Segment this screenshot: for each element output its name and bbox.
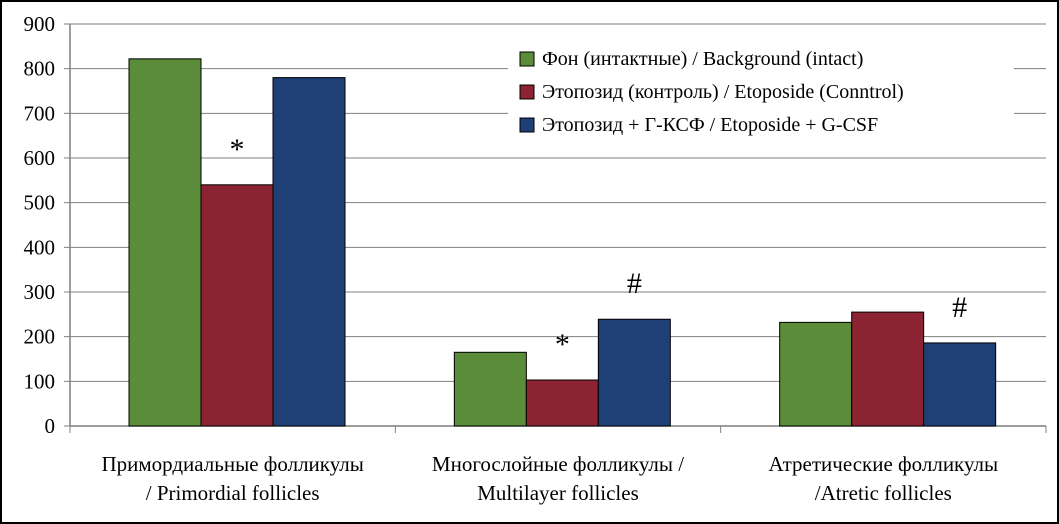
significance-marker: # <box>627 267 642 300</box>
legend-swatch <box>519 84 535 100</box>
y-tick-label: 100 <box>24 369 56 393</box>
y-tick-label: 800 <box>24 57 56 81</box>
x-category-label: Multilayer follicles <box>477 481 639 505</box>
legend-label: Этопозид (контроль) / Etoposide (Conntro… <box>542 81 904 103</box>
legend-swatch <box>519 117 535 133</box>
legend-label: Фон (интактные) / Background (intact) <box>542 48 863 70</box>
significance-marker: # <box>952 291 967 324</box>
y-tick-label: 400 <box>24 235 56 259</box>
y-tick-label: 200 <box>24 325 56 349</box>
x-category-label: Многослойные фолликулы / <box>432 452 684 476</box>
bar <box>128 58 202 427</box>
bar <box>453 351 527 427</box>
x-category-label: / Primordial follicles <box>146 481 320 505</box>
bar <box>851 311 925 427</box>
bar <box>200 184 274 427</box>
y-tick-label: 700 <box>24 101 56 125</box>
x-category-label: Примордиальные фолликулы <box>101 452 363 476</box>
y-tick-label: 300 <box>24 280 56 304</box>
significance-marker: * <box>230 133 245 166</box>
legend-swatch <box>519 51 535 67</box>
y-tick-label: 0 <box>45 414 56 438</box>
x-category-label: Атретические фолликулы <box>769 452 999 476</box>
bar <box>525 379 599 427</box>
bar <box>923 342 997 427</box>
x-category-label: /Atretic follicles <box>815 481 952 505</box>
bar <box>272 77 346 427</box>
legend-label: Этопозид + Г-КСФ / Etoposide + G-CSF <box>542 114 878 136</box>
y-tick-label: 500 <box>24 191 56 215</box>
bar <box>597 318 671 427</box>
legend-background <box>508 40 1014 144</box>
significance-marker: * <box>555 328 570 361</box>
y-tick-label: 900 <box>24 12 56 36</box>
bar <box>779 321 853 427</box>
y-tick-label: 600 <box>24 146 56 170</box>
